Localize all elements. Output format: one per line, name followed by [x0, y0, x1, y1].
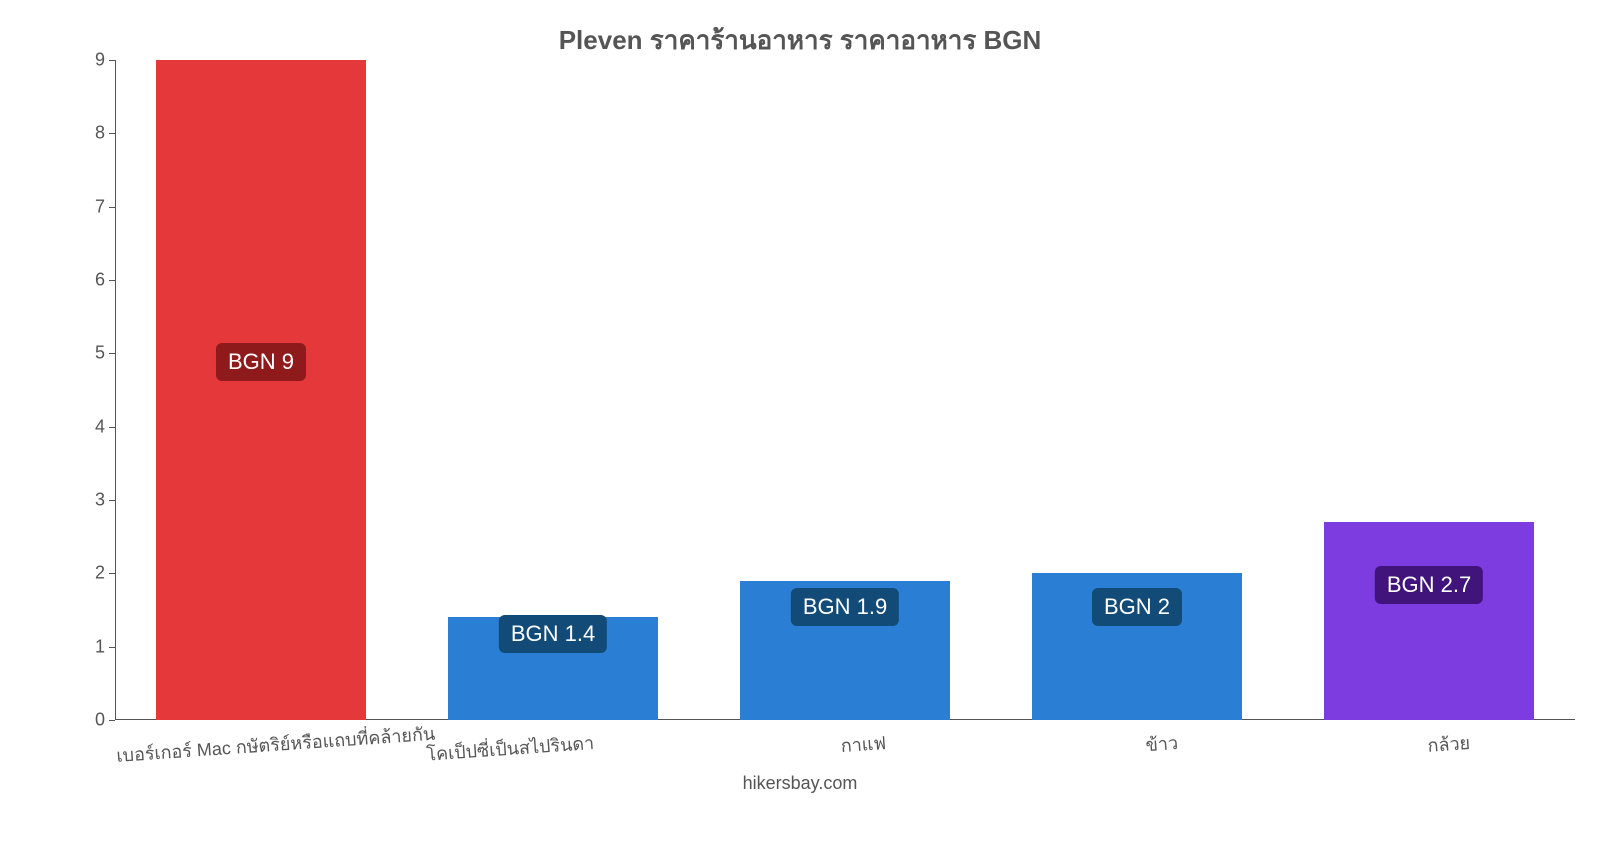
plot-area: 0123456789BGN 9เบอร์เกอร์ Mac กษัตริย์หร…	[115, 60, 1575, 720]
bar	[156, 60, 366, 720]
bar-value-label: BGN 2	[1092, 588, 1182, 626]
y-tick-label: 6	[95, 270, 115, 291]
bar-value-label: BGN 9	[216, 343, 306, 381]
attribution-text: hikersbay.com	[0, 773, 1600, 794]
bar-value-label: BGN 1.4	[499, 615, 607, 653]
y-tick-label: 4	[95, 416, 115, 437]
y-tick-label: 8	[95, 123, 115, 144]
price-bar-chart: Pleven ราคาร้านอาหาร ราคาอาหาร BGN 01234…	[0, 0, 1600, 800]
bar-value-label: BGN 2.7	[1375, 566, 1483, 604]
y-tick-label: 7	[95, 196, 115, 217]
bar	[1324, 522, 1534, 720]
y-tick-label: 5	[95, 343, 115, 364]
y-tick-label: 3	[95, 490, 115, 511]
y-tick-label: 9	[95, 50, 115, 71]
y-tick-label: 2	[95, 563, 115, 584]
chart-title: Pleven ราคาร้านอาหาร ราคาอาหาร BGN	[0, 20, 1600, 61]
y-axis-line	[115, 60, 116, 720]
y-tick-label: 0	[95, 710, 115, 731]
bar-value-label: BGN 1.9	[791, 588, 899, 626]
y-tick-label: 1	[95, 636, 115, 657]
